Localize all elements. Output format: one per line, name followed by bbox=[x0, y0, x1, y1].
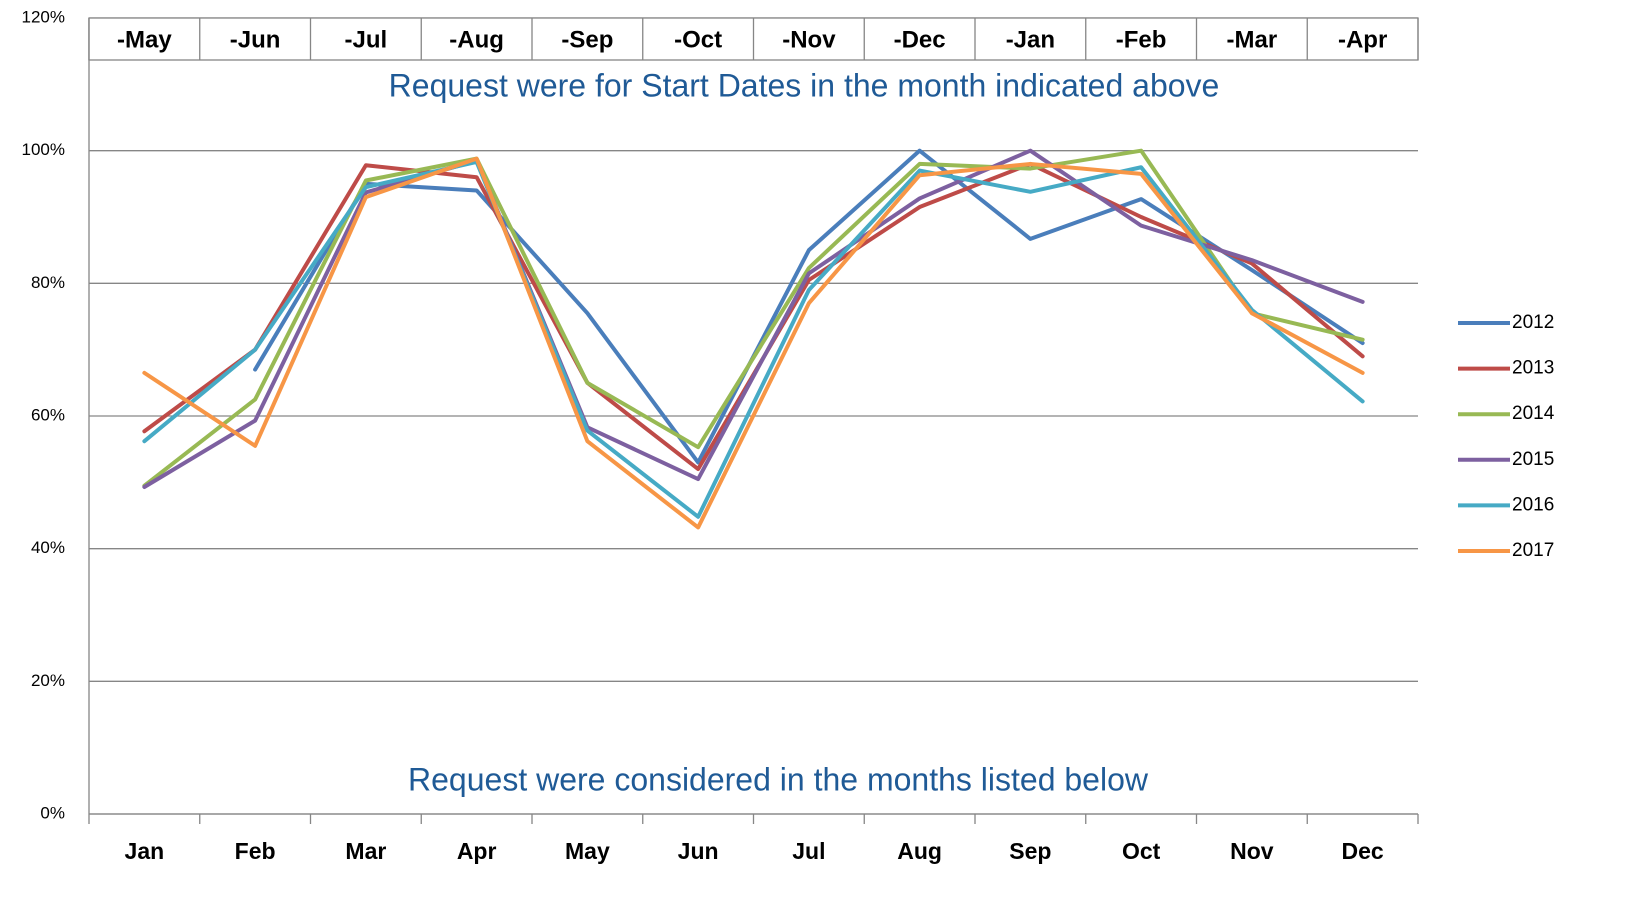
y-tick-label: 0% bbox=[40, 803, 65, 822]
y-tick-label: 120% bbox=[22, 7, 65, 26]
x-tick-label: Oct bbox=[1122, 838, 1161, 864]
top-label: -Jul bbox=[345, 26, 388, 53]
top-label: -Feb bbox=[1116, 26, 1167, 53]
x-tick-label: Mar bbox=[345, 838, 386, 864]
series-line bbox=[142, 156, 1365, 530]
top-label: -Jun bbox=[230, 26, 281, 53]
y-tick-label: 60% bbox=[31, 405, 65, 424]
y-tick-label: 100% bbox=[22, 140, 65, 159]
legend-label: 2017 bbox=[1512, 540, 1554, 561]
top-label: -Apr bbox=[1338, 26, 1387, 53]
legend-label: 2012 bbox=[1512, 312, 1554, 333]
x-tick-label: Dec bbox=[1342, 838, 1384, 864]
x-tick-label: Jul bbox=[792, 838, 825, 864]
top-label: -Aug bbox=[449, 26, 504, 53]
y-tick-label: 20% bbox=[31, 671, 65, 690]
y-tick-label: 80% bbox=[31, 273, 65, 292]
legend-label: 2015 bbox=[1512, 449, 1554, 470]
top-label: -Sep bbox=[561, 26, 613, 53]
x-tick-label: Jun bbox=[678, 838, 719, 864]
series-line bbox=[142, 159, 1365, 519]
legend-label: 2013 bbox=[1512, 358, 1554, 379]
x-tick-label: May bbox=[565, 838, 610, 864]
series-line bbox=[142, 148, 1365, 489]
top-label: -May bbox=[117, 26, 172, 53]
x-tick-label: Aug bbox=[897, 838, 942, 864]
legend-label: 2014 bbox=[1512, 403, 1555, 424]
x-tick-label: Feb bbox=[235, 838, 276, 864]
annotation-top: Request were for Start Dates in the mont… bbox=[389, 67, 1220, 103]
top-label: -Dec bbox=[894, 26, 946, 53]
y-tick-label: 40% bbox=[31, 538, 65, 557]
annotation-bottom: Request were considered in the months li… bbox=[408, 761, 1149, 797]
legend-label: 2016 bbox=[1512, 494, 1554, 515]
top-label: -Jan bbox=[1006, 26, 1055, 53]
top-label: -Mar bbox=[1227, 26, 1278, 53]
x-tick-label: Sep bbox=[1009, 838, 1051, 864]
x-tick-label: Nov bbox=[1230, 838, 1274, 864]
x-tick-label: Jan bbox=[125, 838, 165, 864]
x-tick-label: Apr bbox=[457, 838, 497, 864]
top-label: -Oct bbox=[674, 26, 722, 53]
top-label: -Nov bbox=[782, 26, 836, 53]
